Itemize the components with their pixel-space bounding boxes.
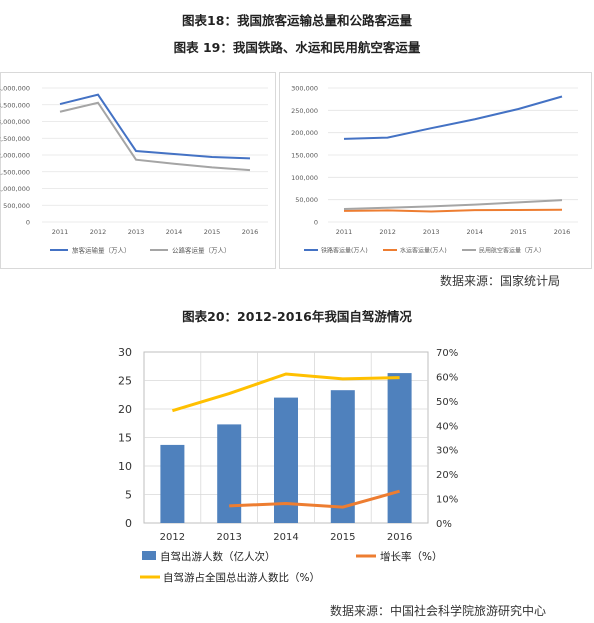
chart-title-fig18: 图表18：我国旅客运输总量和公路客运量: [182, 13, 412, 28]
series-line-2: [59, 101, 251, 172]
y-tick-label: 200,000: [291, 129, 318, 137]
series-line-1: [343, 95, 563, 140]
series-line-2: [229, 489, 401, 509]
bar-2013: [217, 424, 242, 523]
y-tick-label: 3,000,000: [0, 118, 30, 126]
x-tick-label: 2016: [242, 228, 259, 236]
y2-tick-label: 60%: [436, 372, 458, 383]
y2-tick-label: 0%: [436, 519, 452, 530]
panel-border-fig18: [0, 72, 276, 269]
y-tick-label: 20: [118, 403, 132, 416]
legend-label: 铁路客运量(万人): [321, 247, 368, 255]
y-tick-label: 30: [118, 346, 132, 359]
y-tick-label: 1,000,000: [0, 185, 30, 193]
x-tick-label: 2013: [423, 228, 440, 236]
x-tick-label: 2013: [128, 228, 145, 236]
x-tick-label: 2014: [467, 228, 484, 236]
x-tick-label: 2011: [52, 228, 69, 236]
bar-2016: [387, 373, 412, 523]
x-tick-label: 2014: [166, 228, 183, 236]
x-tick-label: 2011: [336, 228, 353, 236]
legend-label: 公路客运量（万人）: [172, 246, 231, 255]
y-tick-label: 15: [118, 432, 132, 445]
y-tick-label: 10: [118, 460, 132, 473]
legend-label: 自驾出游人数（亿人次）: [160, 550, 276, 563]
x-tick-label: 2012: [160, 532, 185, 543]
y-tick-label: 2,500,000: [0, 135, 30, 143]
bar-2012: [160, 444, 185, 523]
y2-tick-label: 10%: [436, 495, 458, 506]
series-line-1: [59, 93, 251, 160]
y-tick-label: 1,500,000: [0, 168, 30, 176]
x-tick-label: 2012: [379, 228, 396, 236]
x-tick-label: 2014: [273, 532, 298, 543]
y2-tick-label: 30%: [436, 446, 458, 457]
y-tick-label: 2,000,000: [0, 152, 30, 160]
y-tick-label: 0: [314, 219, 318, 227]
y-tick-label: 100,000: [291, 174, 318, 182]
y-tick-label: 3,500,000: [0, 101, 30, 109]
y2-tick-label: 70%: [436, 348, 458, 359]
y-tick-label: 500,000: [3, 202, 30, 210]
bar-2015: [330, 390, 355, 523]
y2-tick-label: 20%: [436, 470, 458, 481]
legend-label: 民用航空客运量（万人）: [479, 247, 545, 255]
legend-label: 旅客运输量（万人）: [72, 246, 131, 255]
x-tick-label: 2015: [204, 228, 221, 236]
series-line-2: [343, 208, 563, 213]
y-tick-label: 4,000,000: [0, 85, 30, 93]
legend-label: 增长率（%）: [380, 550, 442, 563]
panel-border-fig19: [279, 72, 592, 269]
legend-label: 自驾游占全国总出游人数比（%）: [163, 571, 320, 584]
y-tick-label: 250,000: [291, 107, 318, 115]
y-tick-label: 0: [26, 219, 30, 227]
y-tick-label: 150,000: [291, 152, 318, 160]
x-tick-label: 2013: [216, 532, 241, 543]
y-tick-label: 300,000: [291, 85, 318, 93]
y-tick-label: 0: [125, 517, 132, 530]
x-tick-label: 2016: [554, 228, 571, 236]
legend-swatch: [142, 551, 156, 560]
y2-tick-label: 50%: [436, 397, 458, 408]
x-tick-label: 2015: [510, 228, 527, 236]
series-line-3: [171, 372, 400, 413]
x-tick-label: 2012: [90, 228, 107, 236]
x-tick-label: 2015: [330, 532, 355, 543]
y-tick-label: 25: [118, 375, 132, 388]
source-top: 数据来源：国家统计局: [440, 274, 561, 288]
y-tick-label: 50,000: [295, 196, 318, 204]
source-bottom: 数据来源：中国社会科学院旅游研究中心: [330, 604, 547, 618]
series-line-3: [343, 199, 563, 211]
chart-title-fig20: 图表20：2012-2016年我国自驾游情况: [182, 309, 412, 324]
y-tick-label: 5: [125, 489, 132, 502]
y2-tick-label: 40%: [436, 421, 458, 432]
legend-label: 水运客运量(万人): [400, 247, 447, 255]
x-tick-label: 2016: [387, 532, 412, 543]
chart-title-fig19: 图表 19：我国铁路、水运和民用航空客运量: [173, 40, 421, 55]
